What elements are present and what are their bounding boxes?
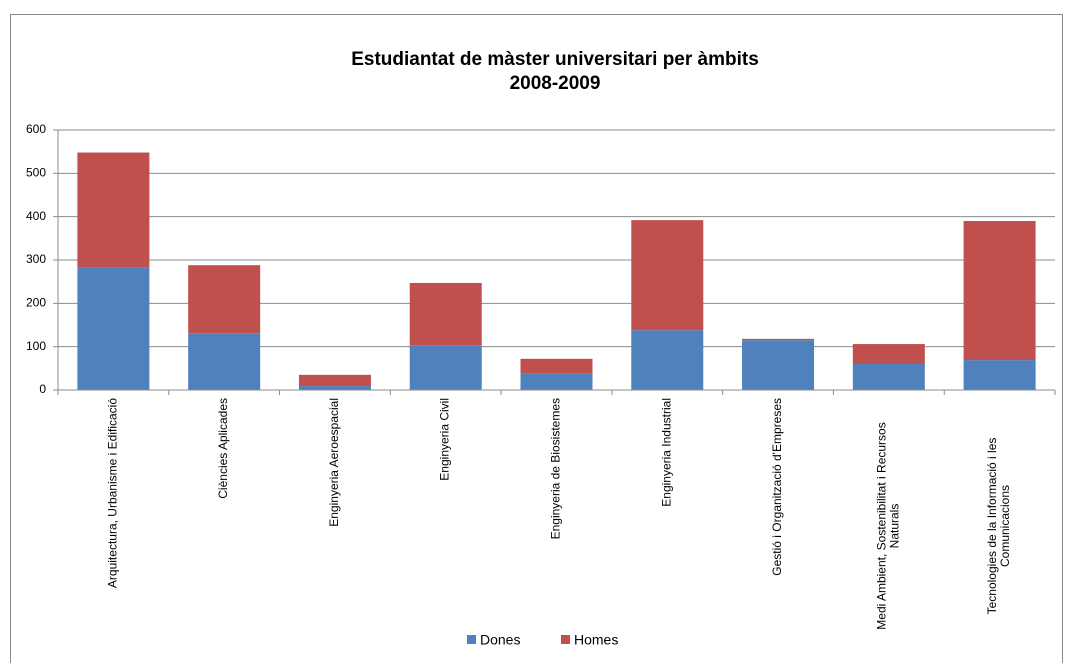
y-tick-label: 0 xyxy=(39,382,46,396)
bar-segment xyxy=(188,333,261,390)
bar-segment xyxy=(409,282,482,346)
legend-swatch xyxy=(561,635,570,644)
x-tick-label: Tecnologies de la Informació i lesComuni… xyxy=(985,438,1012,615)
x-tick-label: Arquitectura, Urbanisme i Edificació xyxy=(106,398,120,588)
legend: Dones Homes xyxy=(467,632,618,648)
bar-segment xyxy=(742,340,815,390)
x-tick-label: Gestió i Organització d'Empreses xyxy=(770,398,784,576)
x-tick-label: Enginyeria Aeroespacial xyxy=(327,398,341,527)
y-tick-label: 600 xyxy=(26,122,46,136)
x-tick-label: Ciències Aplicades xyxy=(216,398,230,499)
bar-segment xyxy=(298,386,371,390)
x-tick-label: Enginyeria Industrial xyxy=(659,398,673,507)
bar-segment xyxy=(631,330,704,390)
bar-segment xyxy=(852,364,925,390)
bar-segment xyxy=(409,345,482,390)
bar-segment xyxy=(852,344,925,364)
bar-segment xyxy=(188,265,261,334)
bar-segment xyxy=(520,358,593,374)
bar-segment xyxy=(963,221,1036,361)
x-tick-label: Enginyeria de Biosistemes xyxy=(549,398,563,539)
chart-frame xyxy=(10,14,1063,663)
chart-title: 2008-2009 xyxy=(510,73,601,94)
y-tick-label: 300 xyxy=(26,252,46,266)
bar-segment xyxy=(520,373,593,390)
y-tick-label: 400 xyxy=(26,209,46,223)
y-tick-label: 500 xyxy=(26,166,46,180)
bar-segment xyxy=(77,267,150,390)
bar-segment xyxy=(631,220,704,331)
legend-swatch xyxy=(467,635,476,644)
chart-title: Estudiantat de màster universitari per à… xyxy=(351,49,759,70)
y-tick-label: 100 xyxy=(26,339,46,353)
y-tick-label: 200 xyxy=(26,296,46,310)
bar-segment xyxy=(77,152,150,268)
bar-segment xyxy=(963,360,1036,390)
x-tick-label: Medi Ambient, Sostenibilitat i RecursosN… xyxy=(875,422,902,629)
legend-label: Dones xyxy=(480,632,520,648)
legend-label: Homes xyxy=(574,632,618,648)
bar-segment xyxy=(298,374,371,387)
bar-segment xyxy=(742,338,815,341)
x-tick-label: Enginyeria Civil xyxy=(438,398,452,481)
